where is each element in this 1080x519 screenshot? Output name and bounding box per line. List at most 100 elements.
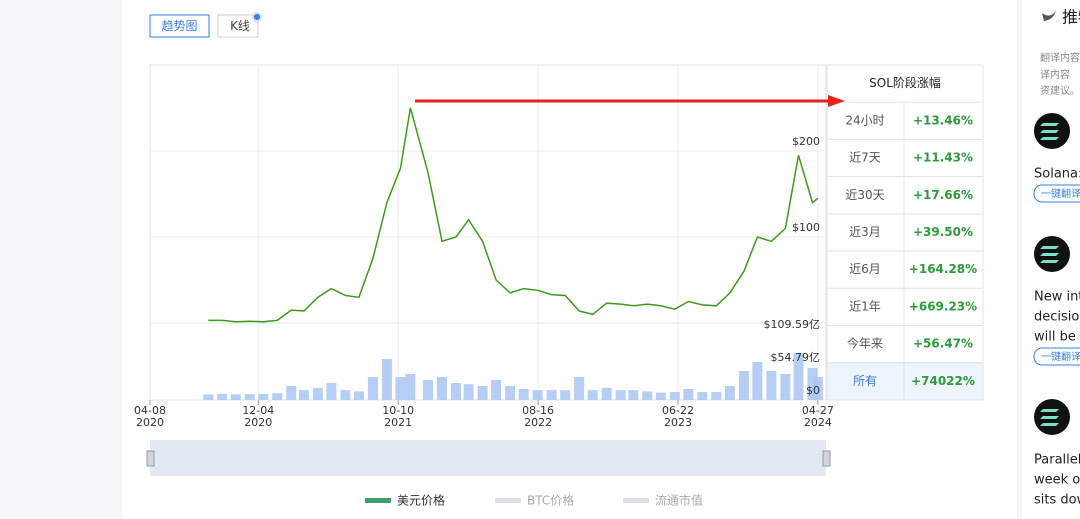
volume-bar bbox=[217, 393, 228, 400]
y-tick-label: $200 bbox=[792, 135, 820, 148]
volume-bar bbox=[258, 394, 269, 400]
translate-button[interactable] bbox=[1033, 184, 1080, 203]
table-row bbox=[826, 250, 984, 289]
volume-bar bbox=[272, 393, 283, 400]
volume-bar bbox=[244, 394, 255, 400]
volume-bar bbox=[450, 383, 461, 400]
row-label: 近6月 bbox=[849, 262, 881, 276]
volume-bar bbox=[353, 391, 364, 400]
legend-label[interactable]: 流通市值 bbox=[655, 493, 703, 508]
volume-bar bbox=[518, 389, 529, 400]
volume-bar bbox=[574, 377, 585, 400]
y2-tick-label: $54.79亿 bbox=[771, 351, 821, 364]
notice: 翻译内容 bbox=[1040, 51, 1080, 64]
row-value: +13.46% bbox=[913, 113, 973, 127]
x-tick-label: 10-10 2021 bbox=[382, 404, 414, 429]
volume-bar bbox=[312, 387, 323, 400]
table-row bbox=[826, 362, 984, 401]
table-row bbox=[826, 176, 984, 215]
volume-bar bbox=[436, 377, 447, 400]
post-text: will be c bbox=[1034, 330, 1080, 345]
volume-bar bbox=[326, 383, 337, 400]
volume-bar bbox=[395, 377, 406, 400]
row-value: +17.66% bbox=[913, 188, 973, 202]
row-value: +164.28% bbox=[909, 262, 977, 276]
tab-box[interactable] bbox=[149, 14, 210, 38]
volume-bar bbox=[780, 374, 791, 400]
volume-bar bbox=[655, 392, 666, 400]
volume-bar bbox=[298, 390, 309, 400]
y-tick-label: $100 bbox=[792, 221, 820, 234]
row-label: 今年来 bbox=[847, 336, 883, 351]
row-label: 近3月 bbox=[849, 225, 881, 239]
post-text: Parallel bbox=[1034, 453, 1080, 468]
legend-label[interactable]: 美元价格 bbox=[397, 493, 445, 508]
solana-logo bbox=[1040, 409, 1059, 426]
volume-bar bbox=[532, 390, 543, 400]
post-text: Solana: bbox=[1034, 167, 1080, 182]
notice: 资建议。 bbox=[1040, 84, 1080, 97]
volume-bar bbox=[697, 392, 708, 400]
sidebar: 推特 翻译内容 译内容 资建议。 Solana: 一键翻译 New int decis… bbox=[1033, 8, 1080, 508]
navigator-handle[interactable] bbox=[822, 450, 831, 467]
volume-bar bbox=[683, 389, 694, 400]
x-tick-label: 04-08 2020 bbox=[134, 404, 166, 429]
volume-bar bbox=[477, 386, 488, 400]
volume-bar bbox=[724, 386, 735, 400]
tab[interactable]: 趋势图 bbox=[161, 19, 197, 33]
sidebar-title: 推特 bbox=[1062, 8, 1080, 27]
volume-bar bbox=[601, 387, 612, 400]
row-label: 近30天 bbox=[845, 188, 884, 202]
translate-label[interactable]: 一键翻译 bbox=[1041, 350, 1080, 363]
table-title: SOL阶段涨幅 bbox=[869, 75, 941, 90]
y2-tick-label: $0 bbox=[806, 384, 820, 397]
x-tick-label: 06-22 2023 bbox=[662, 404, 694, 429]
translate-button[interactable] bbox=[1033, 347, 1080, 366]
volume-bar bbox=[793, 353, 804, 400]
row-label: 近7天 bbox=[849, 151, 881, 165]
volume-bar bbox=[422, 380, 433, 400]
x-tick-label: 12-04 2020 bbox=[242, 404, 274, 429]
translate-label[interactable]: 一键翻译 bbox=[1041, 187, 1080, 200]
x-tick-label: 04-27 2024 bbox=[802, 404, 834, 429]
solana-logo bbox=[1040, 123, 1059, 140]
tab-box[interactable] bbox=[217, 14, 259, 38]
row-value: +74022% bbox=[911, 374, 975, 388]
legend-swatch[interactable] bbox=[495, 498, 521, 503]
row-value: +11.43% bbox=[913, 151, 973, 165]
stage-table: SOL阶段涨幅 24小时 +13.46% 近7天 +11.43% 近30天 +17.66% 近… bbox=[826, 64, 984, 401]
volume-bar bbox=[505, 386, 516, 400]
navigator-handle[interactable] bbox=[146, 450, 155, 467]
table-row bbox=[826, 325, 984, 364]
volume-bar bbox=[615, 390, 626, 400]
row-value: +669.23% bbox=[909, 299, 977, 313]
table-row bbox=[826, 101, 984, 140]
bird-icon bbox=[1042, 11, 1056, 21]
volume-bar bbox=[463, 384, 474, 400]
volume-bar bbox=[642, 391, 653, 400]
table-row bbox=[826, 138, 984, 178]
chart: 04-08 2020 12-04 2020 10-10 2021 08-16 2022 06-2… bbox=[134, 65, 834, 475]
arrow-head bbox=[828, 95, 845, 107]
row-label: 近1年 bbox=[849, 299, 881, 313]
volume-bar bbox=[812, 377, 823, 400]
row-value: +39.50% bbox=[913, 225, 973, 239]
solana-logo bbox=[1040, 246, 1059, 263]
row-value: +56.47% bbox=[913, 337, 973, 351]
volume-bar bbox=[491, 380, 502, 400]
table-row bbox=[826, 287, 984, 327]
post-text: sits dow bbox=[1034, 493, 1080, 508]
volume-bar bbox=[807, 368, 818, 400]
volume-bar bbox=[230, 394, 241, 400]
legend-label[interactable]: BTC价格 bbox=[527, 493, 574, 508]
legend-swatch[interactable] bbox=[623, 498, 649, 503]
tab[interactable]: K线 bbox=[230, 19, 250, 33]
legend-swatch[interactable] bbox=[365, 498, 391, 503]
post-text: week or bbox=[1034, 473, 1080, 488]
volume-bar bbox=[711, 392, 722, 400]
volume-bar bbox=[587, 390, 598, 400]
navigator[interactable] bbox=[150, 440, 826, 476]
plot-frame bbox=[149, 64, 827, 401]
